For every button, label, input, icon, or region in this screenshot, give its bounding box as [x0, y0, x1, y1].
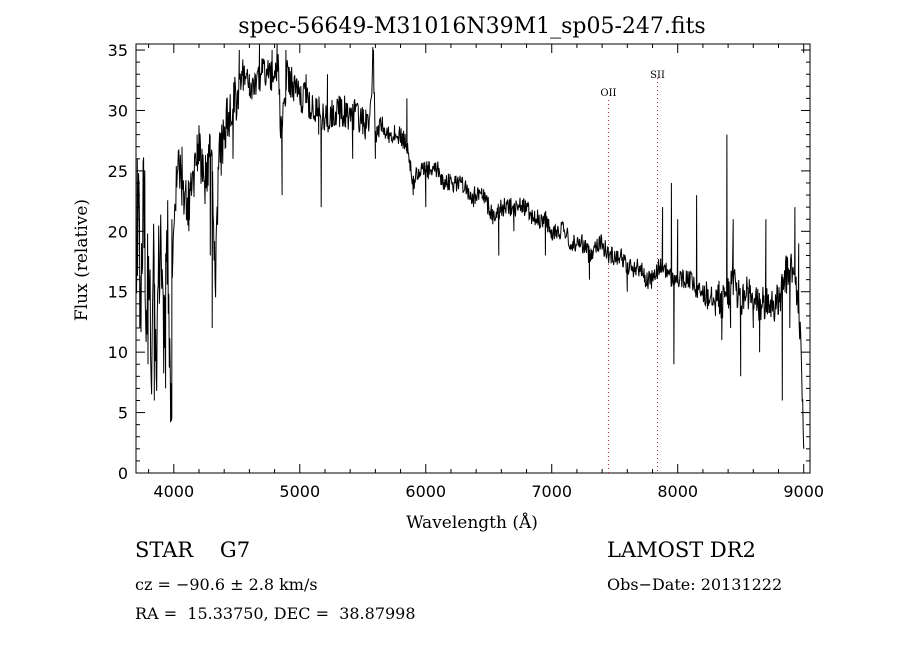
survey-name: LAMOST DR2	[607, 538, 756, 562]
emission-line-label: OII	[600, 88, 616, 99]
object-class: STAR G7	[135, 538, 251, 562]
y-tick-label: 20	[108, 222, 128, 241]
y-tick-label: 5	[118, 404, 128, 423]
x-tick-label: 5000	[279, 482, 320, 501]
y-tick-label: 0	[118, 464, 128, 483]
x-tick-label: 8000	[657, 482, 698, 501]
x-tick-label: 9000	[783, 482, 824, 501]
y-tick-label: 10	[108, 343, 128, 362]
spectrum-line	[135, 43, 805, 449]
x-tick-label: 4000	[153, 482, 194, 501]
y-tick-label: 30	[108, 101, 128, 120]
x-axis-label: Wavelength (Å)	[406, 512, 538, 533]
y-axis-label: Flux (relative)	[72, 199, 92, 321]
y-tick-label: 15	[108, 283, 128, 302]
axes: 4000 5000 6000 7000 8000 9000 0 5 10 15 20 25 30 35	[108, 41, 824, 501]
redshift-cz: cz = −90.6 ± 2.8 km/s	[135, 575, 318, 594]
x-tick-label: 6000	[405, 482, 446, 501]
chart-title: spec-56649-M31016N39M1_sp05-247.fits	[238, 14, 705, 39]
emission-lines: OII SII	[600, 70, 665, 473]
y-tick-label: 25	[108, 162, 128, 181]
x-tick-label: 7000	[531, 482, 572, 501]
series-group	[135, 43, 805, 449]
obs-date: Obs−Date: 20131222	[607, 575, 783, 594]
y-tick-label: 35	[108, 41, 128, 60]
emission-line-label: SII	[650, 70, 665, 81]
ra-dec: RA = 15.33750, DEC = 38.87998	[135, 604, 416, 623]
